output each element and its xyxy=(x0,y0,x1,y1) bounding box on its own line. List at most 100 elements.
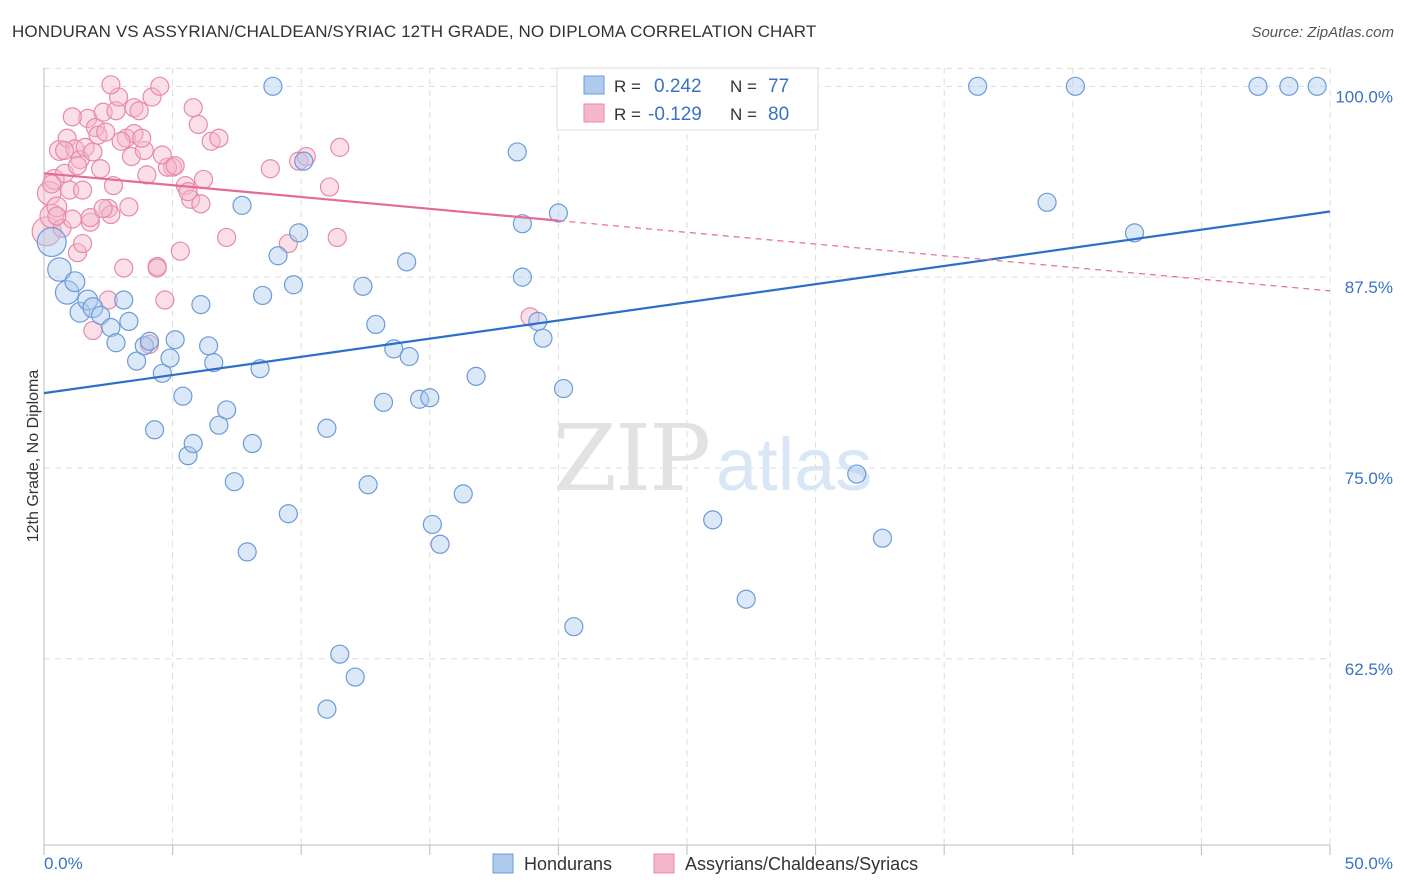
assyrian-point-34 xyxy=(134,140,154,161)
honduran-point-0 xyxy=(36,227,67,258)
stats-swatch-assyrians xyxy=(583,103,605,123)
watermark-zip: ZIP xyxy=(553,405,709,512)
honduran-point-4 xyxy=(69,301,91,323)
honduran-point-51 xyxy=(422,514,442,535)
y-tick-label-2: 87.5% xyxy=(1345,278,1393,297)
honduran-point-2 xyxy=(54,280,80,305)
honduran-point-12 xyxy=(126,351,147,371)
assyrian-point-49 xyxy=(260,159,280,179)
honduran-point-26 xyxy=(217,400,237,420)
honduran-point-19 xyxy=(173,386,193,406)
stats-r-label-2: R = xyxy=(614,105,641,124)
legend-label-hondurans: Hondurans xyxy=(524,854,612,874)
assyrian-point-18 xyxy=(83,142,103,162)
honduran-point-48 xyxy=(399,346,419,367)
honduran-point-40 xyxy=(330,644,350,664)
assyrian-point-77 xyxy=(152,145,172,165)
honduran-point-25 xyxy=(209,415,229,435)
honduran-point-29 xyxy=(237,542,257,562)
honduran-point-15 xyxy=(144,420,165,440)
honduran-point-56 xyxy=(512,214,532,234)
honduran-point-23 xyxy=(199,336,219,356)
honduran-point-74 xyxy=(968,76,988,96)
assyrian-point-41 xyxy=(170,241,190,261)
honduran-point-70 xyxy=(1279,76,1299,96)
honduran-point-64 xyxy=(847,464,867,484)
stats-swatch-hondurans xyxy=(583,75,605,95)
honduran-point-21 xyxy=(183,433,203,454)
assyrian-point-65 xyxy=(101,75,121,95)
honduran-point-32 xyxy=(253,285,273,306)
assyrian-point-60 xyxy=(119,197,139,217)
stats-n-label-1: N = xyxy=(730,77,757,96)
series-assyrians-points xyxy=(31,75,540,354)
honduran-point-66 xyxy=(1037,192,1057,212)
assyrian-point-23 xyxy=(96,122,116,142)
assyrian-point-61 xyxy=(157,157,178,177)
assyrian-point-78 xyxy=(165,156,185,176)
assyrian-point-76 xyxy=(132,128,152,148)
honduran-point-52 xyxy=(430,534,450,554)
trend-line-assyrians-extension xyxy=(558,220,1331,292)
y-tick-labels: 62.5% 75.0% 87.5% 100.0% xyxy=(1335,87,1393,678)
assyrian-point-17 xyxy=(80,212,100,232)
honduran-point-22 xyxy=(191,295,211,315)
honduran-point-54 xyxy=(466,366,486,386)
honduran-point-35 xyxy=(278,504,298,524)
assyrian-point-43 xyxy=(181,189,201,209)
honduran-point-28 xyxy=(232,195,252,215)
stats-r-label-1: R = xyxy=(614,77,641,96)
assyrian-point-33 xyxy=(129,101,149,121)
assyrian-point-32 xyxy=(124,98,144,118)
assyrian-point-48 xyxy=(217,227,237,248)
honduran-point-20 xyxy=(178,446,198,466)
honduran-point-60 xyxy=(553,378,574,399)
assyrian-point-5 xyxy=(48,139,70,161)
assyrian-point-62 xyxy=(183,98,203,118)
stats-r-value-2: -0.129 xyxy=(648,104,702,125)
honduran-point-45 xyxy=(373,392,394,412)
assyrian-point-63 xyxy=(42,174,62,194)
assyrian-point-29 xyxy=(114,258,134,278)
legend-swatch-hondurans xyxy=(492,853,514,874)
honduran-point-37 xyxy=(289,223,309,243)
trend-line-hondurans xyxy=(43,210,1331,395)
honduran-point-39 xyxy=(317,418,337,438)
assyrian-point-57 xyxy=(67,156,88,176)
assyrian-point-79 xyxy=(47,206,67,226)
y-axis-label: 12th Grade, No Diploma xyxy=(25,370,42,543)
honduran-point-61 xyxy=(564,617,584,637)
honduran-point-3 xyxy=(64,271,86,293)
assyrian-point-12 xyxy=(67,243,88,263)
grid-lines xyxy=(43,67,1331,855)
assyrian-point-8 xyxy=(57,128,77,148)
assyrian-point-36 xyxy=(142,87,162,107)
honduran-point-6 xyxy=(82,297,104,319)
honduran-point-36 xyxy=(283,275,304,295)
honduran-point-34 xyxy=(268,246,288,266)
stats-r-value-1: 0.242 xyxy=(654,76,702,97)
honduran-point-65 xyxy=(872,528,893,548)
honduran-point-24 xyxy=(204,353,224,373)
bottom-legend: Hondurans Assyrians/Chaldeans/Syriacs xyxy=(492,853,918,874)
honduran-point-72 xyxy=(317,699,337,719)
honduran-point-30 xyxy=(242,433,262,454)
honduran-point-38 xyxy=(294,151,314,171)
assyrian-point-46 xyxy=(201,131,221,151)
assyrian-point-14 xyxy=(72,180,93,200)
stats-n-label-2: N = xyxy=(730,105,757,124)
y-tick-label-1: 75.0% xyxy=(1345,469,1393,488)
honduran-point-44 xyxy=(366,314,386,335)
assyrian-point-53 xyxy=(319,177,340,197)
honduran-point-18 xyxy=(165,330,185,350)
honduran-point-71 xyxy=(1307,76,1327,96)
honduran-point-11 xyxy=(119,311,139,332)
assyrian-point-44 xyxy=(188,114,208,135)
honduran-point-42 xyxy=(353,276,373,296)
honduran-point-63 xyxy=(736,589,756,609)
honduran-point-47 xyxy=(397,252,417,272)
honduran-point-69 xyxy=(1248,76,1268,96)
honduran-point-9 xyxy=(106,333,126,353)
assyrian-point-39 xyxy=(155,290,175,310)
honduran-point-14 xyxy=(139,331,160,351)
